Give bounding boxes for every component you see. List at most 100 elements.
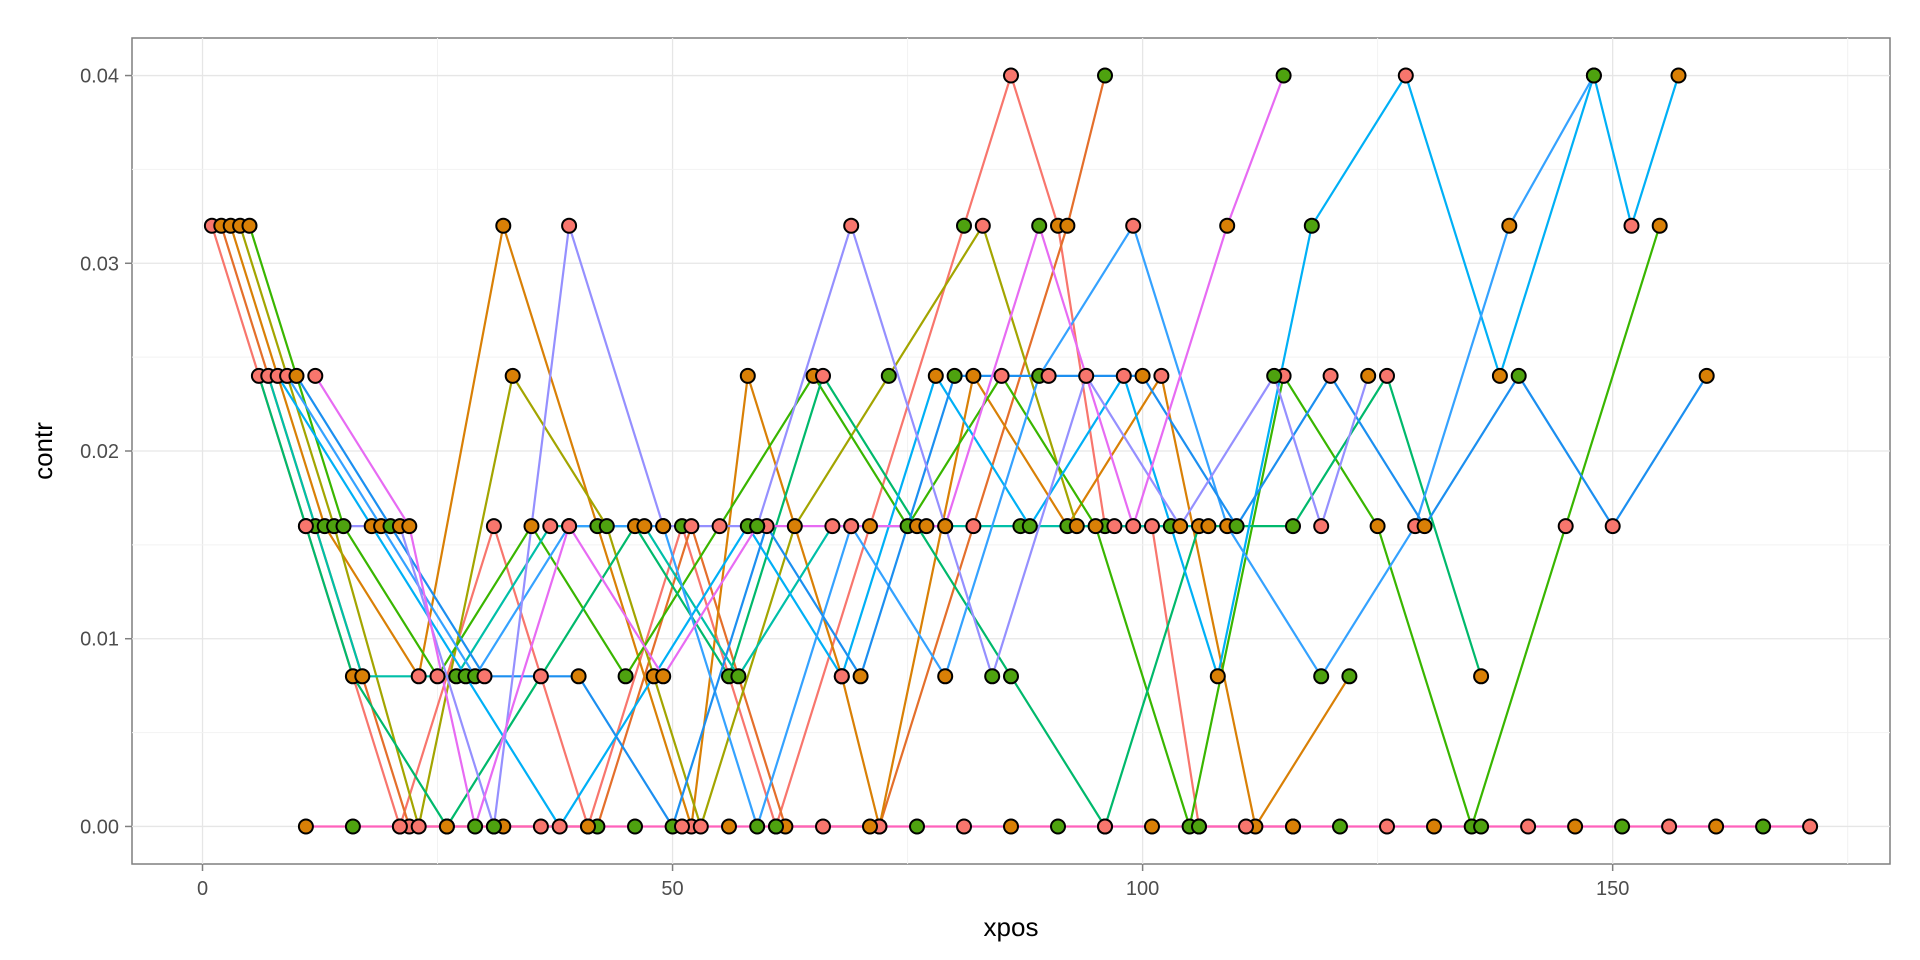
- data-point: [1360, 367, 1377, 384]
- data-point: [1510, 367, 1527, 384]
- data-point: [1755, 818, 1772, 835]
- data-point: [1285, 518, 1301, 535]
- data-point: [1473, 668, 1490, 685]
- data-point: [880, 367, 897, 384]
- data-point: [1585, 67, 1602, 84]
- x-tick-label: 0: [197, 878, 208, 900]
- data-point: [476, 668, 493, 685]
- data-point: [1369, 518, 1386, 535]
- data-point: [1604, 518, 1621, 535]
- data-point: [1050, 818, 1066, 835]
- data-point: [965, 518, 982, 535]
- data-point: [570, 668, 587, 685]
- data-point: [1670, 67, 1687, 84]
- data-point: [730, 668, 747, 685]
- data-point: [1172, 518, 1189, 535]
- data-point: [297, 818, 314, 835]
- axis-ticks: 0 50 100 150 0.00 0.01 0.02 0.03 0.04: [80, 66, 1629, 900]
- data-point: [354, 668, 371, 685]
- data-point: [551, 818, 568, 835]
- x-tick-label: 50: [661, 878, 683, 900]
- data-point: [1125, 217, 1142, 234]
- data-point: [843, 217, 860, 234]
- data-point: [1134, 367, 1151, 384]
- data-point: [927, 367, 944, 384]
- data-point: [1379, 367, 1395, 384]
- data-point: [1097, 67, 1113, 84]
- data-point: [542, 518, 559, 535]
- series-line-6: [257, 374, 1483, 828]
- data-point: [1567, 818, 1584, 835]
- data-point: [956, 217, 972, 234]
- data-point: [843, 518, 860, 535]
- data-point: [410, 668, 427, 685]
- data-point: [862, 818, 878, 835]
- data-point: [833, 668, 850, 685]
- data-point: [1228, 518, 1245, 535]
- data-point: [937, 668, 954, 685]
- data-point: [1068, 518, 1085, 535]
- data-point: [1144, 518, 1160, 535]
- data-point: [1059, 217, 1076, 234]
- data-point: [1322, 367, 1339, 384]
- data-point: [1153, 367, 1170, 384]
- data-point: [410, 818, 427, 835]
- data-point: [561, 217, 578, 234]
- data-point: [1078, 367, 1095, 384]
- y-axis-title: contr: [28, 422, 58, 480]
- data-point: [993, 367, 1010, 384]
- data-point: [1661, 818, 1678, 835]
- data-point: [655, 518, 672, 535]
- data-point: [974, 217, 991, 234]
- data-point: [335, 518, 352, 535]
- data-point: [1614, 818, 1631, 835]
- data-point: [862, 518, 878, 535]
- data-point: [288, 367, 305, 384]
- data-point: [984, 668, 1001, 685]
- y-tick-label: 0.04: [80, 66, 119, 88]
- data-point: [692, 818, 709, 835]
- data-point: [561, 518, 578, 535]
- data-point: [429, 668, 446, 685]
- data-point: [627, 818, 643, 835]
- data-point: [617, 668, 634, 685]
- data-point: [768, 818, 784, 835]
- data-point: [1115, 367, 1132, 384]
- data-point: [786, 518, 803, 535]
- data-point: [1266, 367, 1283, 384]
- data-point: [824, 518, 841, 535]
- data-point: [1379, 818, 1395, 835]
- x-axis-title: xpos: [984, 912, 1039, 942]
- data-point: [956, 818, 972, 835]
- data-point: [674, 818, 690, 835]
- data-point: [1332, 818, 1348, 835]
- data-point: [711, 518, 728, 535]
- data-point: [946, 367, 963, 384]
- data-point: [1557, 518, 1574, 535]
- data-point: [307, 367, 324, 384]
- data-point: [655, 668, 672, 685]
- data-point: [297, 518, 314, 535]
- data-point: [815, 818, 831, 835]
- data-point: [532, 818, 549, 835]
- data-point: [918, 518, 935, 535]
- data-point: [467, 818, 484, 835]
- data-point: [1209, 668, 1226, 685]
- data-point: [1031, 217, 1048, 234]
- data-point: [523, 518, 540, 535]
- data-point: [749, 518, 766, 535]
- data-point: [1087, 518, 1104, 535]
- data-point: [1698, 367, 1715, 384]
- data-point: [344, 818, 361, 835]
- data-point: [438, 818, 455, 835]
- x-tick-label: 150: [1596, 878, 1629, 900]
- data-point: [852, 668, 869, 685]
- data-point: [1125, 518, 1142, 535]
- data-point: [532, 668, 549, 685]
- data-point: [1501, 217, 1518, 234]
- data-point: [1219, 217, 1236, 234]
- data-point: [1708, 818, 1725, 835]
- data-point: [1341, 668, 1358, 685]
- data-point: [1200, 518, 1217, 535]
